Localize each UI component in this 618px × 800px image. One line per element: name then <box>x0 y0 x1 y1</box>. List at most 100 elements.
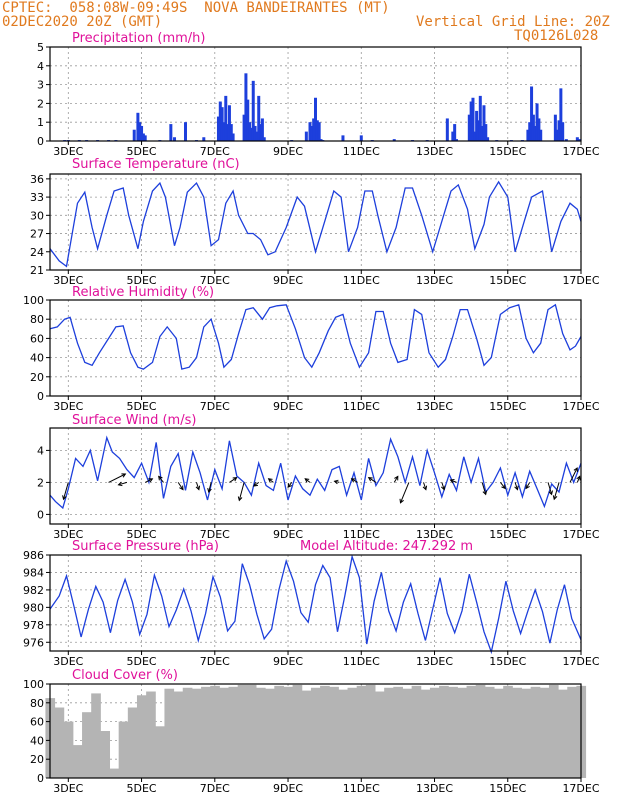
cloud-cover-bar <box>375 691 385 778</box>
precip-bar <box>528 122 532 141</box>
wind-arrow-head <box>207 487 212 494</box>
precip-bar <box>244 73 248 141</box>
x-tick-label: 15DEC <box>489 274 526 287</box>
x-tick-label: 3DEC <box>53 655 83 668</box>
x-tick-label: 17DEC <box>562 274 599 287</box>
x-tick-label: 3DEC <box>53 145 83 158</box>
wind-arrow-head <box>482 490 488 496</box>
cloud-cover-bar <box>136 695 147 778</box>
cloud-cover-bar <box>109 768 120 778</box>
cloud-cover-bar <box>484 686 495 778</box>
wind-arrow-head <box>333 479 339 485</box>
cloud-cover-bar <box>201 686 211 778</box>
precip-bar <box>251 80 255 141</box>
cloud-cover-bar <box>72 745 83 778</box>
y-tick-label: 4 <box>37 444 44 457</box>
y-tick-label: 5 <box>37 41 44 54</box>
precip-bar <box>138 122 142 141</box>
y-tick-label: 0 <box>37 390 44 403</box>
x-tick-label: 11DEC <box>343 274 380 287</box>
wind-arrow-head <box>148 478 154 483</box>
wind-arrow-head <box>548 490 553 496</box>
wind-arrow <box>144 478 153 483</box>
x-tick-label: 5DEC <box>126 145 156 158</box>
wind-arrow <box>441 482 445 490</box>
series-line <box>49 180 582 268</box>
cloud-cover-bar <box>255 687 266 778</box>
precip-bar <box>486 137 490 141</box>
panel-subtitle: Model Altitude: 247.292 m <box>300 539 473 554</box>
wind-arrow <box>450 479 457 483</box>
precip-bar <box>315 120 319 141</box>
wind-arrow-head <box>576 475 581 481</box>
header-datetime: 02DEC2020 20Z (GMT) <box>2 14 163 30</box>
cloud-cover-bar <box>91 693 101 778</box>
cloud-cover-bar <box>82 712 92 778</box>
cloud-cover-bar <box>320 685 330 778</box>
y-tick-label: 80 <box>30 313 44 326</box>
x-tick-label: 11DEC <box>343 655 380 668</box>
cloud-cover-bar <box>237 684 248 778</box>
wind-arrow-head <box>158 475 163 481</box>
x-tick-label: 9DEC <box>273 400 303 413</box>
x-tick-label: 15DEC <box>489 782 526 795</box>
precip-bar <box>533 125 537 141</box>
panel-title: Surface Temperature (nC) <box>72 157 240 172</box>
y-tick-label: 0 <box>37 135 44 148</box>
precip-bar <box>229 124 233 141</box>
precip-bar <box>220 107 224 141</box>
precip-bar <box>253 125 257 141</box>
x-tick-label: 7DEC <box>200 145 230 158</box>
precip-bar <box>319 139 323 141</box>
precip-bar <box>227 105 231 141</box>
precip-bar <box>249 127 253 141</box>
cloud-cover-bar <box>338 689 349 778</box>
cloud-cover-bar <box>558 689 568 778</box>
y-tick-label: 2 <box>37 97 44 110</box>
wind-arrow-head <box>394 475 399 481</box>
precip-bar <box>392 139 396 141</box>
precip-bar <box>476 120 480 141</box>
panel-1 <box>46 46 582 145</box>
y-tick-label: 4 <box>37 60 44 73</box>
cloud-cover-bar <box>127 707 138 778</box>
x-tick-label: 11DEC <box>343 528 380 541</box>
wind-arrow-head <box>304 478 310 483</box>
precip-bar <box>478 95 482 141</box>
x-tick-label: 7DEC <box>200 274 230 287</box>
y-tick-label: 27 <box>30 228 44 241</box>
cloud-cover-bar <box>356 685 367 778</box>
wind-arrow-head <box>179 485 184 491</box>
precip-bar <box>183 122 187 141</box>
y-tick-label: 100 <box>23 678 44 691</box>
cloud-cover-bar <box>310 687 321 778</box>
cloud-cover-bar <box>118 721 129 778</box>
wind-arrow <box>514 482 518 490</box>
y-tick-label: 986 <box>23 549 44 562</box>
precip-bar <box>304 131 308 141</box>
panel-frame <box>49 299 582 397</box>
precip-bar <box>451 131 455 141</box>
precip-bar <box>262 137 266 141</box>
precip-bar <box>553 114 557 141</box>
y-tick-label: 978 <box>23 619 44 632</box>
precip-bar <box>467 114 471 141</box>
cloud-cover-bar <box>439 685 449 778</box>
precip-bar <box>473 131 477 141</box>
x-tick-label: 5DEC <box>126 528 156 541</box>
wind-arrow-head <box>62 495 67 501</box>
cloud-cover-bar <box>402 688 413 778</box>
panel-frame <box>49 683 582 779</box>
precip-bar <box>471 97 475 141</box>
precip-bar <box>359 135 363 141</box>
x-tick-label: 3DEC <box>53 400 83 413</box>
wind-arrow-head <box>232 477 238 482</box>
x-tick-label: 5DEC <box>126 782 156 795</box>
precip-bar <box>555 129 559 141</box>
cloud-cover-bar <box>173 691 184 778</box>
precip-bar <box>216 116 220 141</box>
x-tick-label: 7DEC <box>200 528 230 541</box>
y-tick-label: 60 <box>30 332 44 345</box>
